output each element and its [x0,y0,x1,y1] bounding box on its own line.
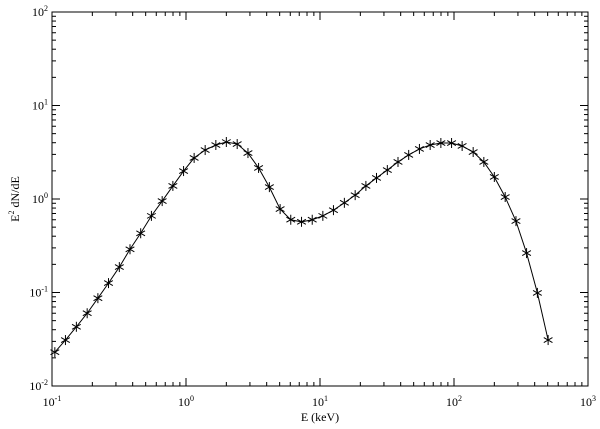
asterisk-marker [211,140,221,151]
y-label-rest: dN/dE [8,176,22,210]
asterisk-marker [114,262,124,273]
y-label-sup: 2 [7,211,16,215]
x-tick-label: 101 [312,394,328,409]
asterisk-marker [468,147,478,158]
asterisk-marker [318,210,328,221]
x-axis-label: E (keV) [301,410,339,424]
asterisk-marker [60,335,71,346]
asterisk-marker [103,278,114,289]
x-tick-label: 10-1 [43,394,62,409]
tick-label-base: 10 [43,395,55,409]
tick-label-sup: -1 [41,285,48,294]
asterisk-marker [339,197,349,208]
plot-frame [51,11,589,387]
tick-label-sup: 2 [458,394,462,403]
y-tick-label: 10-2 [29,378,48,393]
tick-label-base: 10 [29,379,41,393]
asterisk-marker [532,287,542,298]
asterisk-marker [350,190,360,201]
asterisk-marker [328,205,339,216]
asterisk-marker [253,162,264,173]
asterisk-marker [479,156,489,167]
asterisk-marker [361,180,371,191]
asterisk-marker [414,143,425,154]
tick-label-base: 10 [446,395,458,409]
tick-label-sup: -1 [55,394,62,403]
asterisk-marker [457,140,467,151]
x-tick-label: 100 [178,394,194,409]
series-line [54,141,549,353]
asterisk-marker [50,347,60,358]
tick-label-base: 10 [312,395,324,409]
asterisk-marker [93,293,103,304]
asterisk-marker [178,166,189,177]
tick-label-sup: 1 [44,98,48,107]
asterisk-marker [296,216,307,227]
asterisk-marker [232,139,242,150]
asterisk-marker [275,204,285,215]
tick-label-sup: 1 [324,394,328,403]
tick-label-base: 10 [580,395,592,409]
tick-label-sup: 3 [592,394,596,403]
asterisk-marker [168,180,178,191]
asterisk-marker [393,156,403,167]
asterisk-marker [500,192,510,203]
asterisk-marker [200,145,210,156]
asterisk-marker [371,172,382,183]
tick-label-base: 10 [32,192,44,206]
y-tick-label: 101 [32,98,48,113]
asterisk-marker [382,165,392,176]
asterisk-marker [521,248,532,259]
asterisk-marker [489,171,499,182]
y-tick-label: 102 [32,4,48,19]
tick-label-sup: 2 [44,4,48,13]
tick-label-base: 10 [178,395,190,409]
asterisk-marker [307,214,317,225]
y-tick-label: 10-1 [29,285,48,300]
asterisk-marker [157,196,167,207]
tick-label-base: 10 [29,286,41,300]
tick-label-base: 10 [32,5,44,19]
y-axis-label: E2 dN/dE [7,176,22,222]
asterisk-marker [425,140,435,151]
asterisk-marker [189,152,199,163]
x-tick-label: 103 [580,394,596,409]
y-label-base: E [8,215,22,222]
y-tick-label: 100 [32,191,48,206]
asterisk-marker [543,335,553,346]
asterisk-marker [82,308,92,319]
asterisk-marker [286,214,296,225]
asterisk-marker [404,149,414,160]
asterisk-marker [221,137,231,148]
asterisk-marker [136,228,146,239]
asterisk-marker [511,216,521,227]
asterisk-marker [71,321,81,332]
x-tick-label: 102 [446,394,462,409]
tick-label-sup: -2 [41,378,48,387]
tick-label-base: 10 [32,99,44,113]
tick-label-sup: 0 [190,394,194,403]
asterisk-marker [125,244,135,255]
asterisk-marker [436,138,446,149]
asterisk-marker [243,148,253,159]
tick-label-sup: 0 [44,191,48,200]
asterisk-marker [264,182,274,193]
asterisk-marker [446,138,457,149]
asterisk-marker [146,210,157,221]
